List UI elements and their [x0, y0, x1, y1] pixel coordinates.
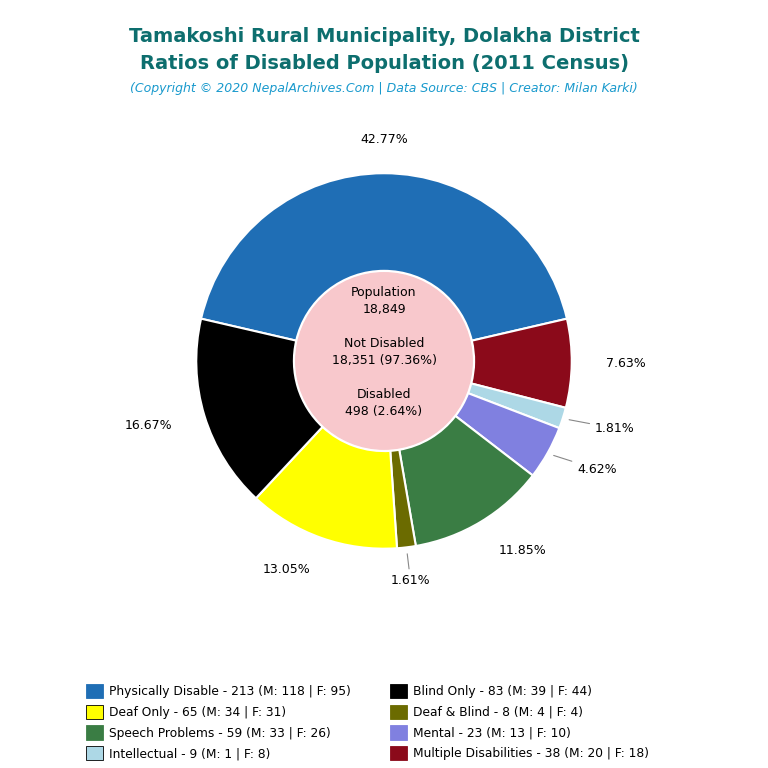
- Wedge shape: [197, 319, 323, 498]
- Text: 1.61%: 1.61%: [391, 554, 430, 588]
- Text: 11.85%: 11.85%: [498, 545, 546, 557]
- Wedge shape: [455, 393, 559, 475]
- Text: 42.77%: 42.77%: [360, 133, 408, 146]
- Wedge shape: [390, 450, 415, 548]
- Wedge shape: [256, 427, 397, 548]
- Text: Ratios of Disabled Population (2011 Census): Ratios of Disabled Population (2011 Cens…: [140, 54, 628, 73]
- Circle shape: [296, 273, 472, 449]
- Text: (Copyright © 2020 NepalArchives.Com | Data Source: CBS | Creator: Milan Karki): (Copyright © 2020 NepalArchives.Com | Da…: [130, 82, 638, 95]
- Legend: Blind Only - 83 (M: 39 | F: 44), Deaf & Blind - 8 (M: 4 | F: 4), Mental - 23 (M:: Blind Only - 83 (M: 39 | F: 44), Deaf & …: [390, 684, 649, 760]
- Text: Population
18,849

Not Disabled
18,351 (97.36%)

Disabled
498 (2.64%): Population 18,849 Not Disabled 18,351 (9…: [332, 286, 436, 418]
- Text: 4.62%: 4.62%: [554, 455, 617, 476]
- Text: 16.67%: 16.67%: [124, 419, 172, 432]
- Text: 1.81%: 1.81%: [569, 420, 635, 435]
- Wedge shape: [201, 174, 567, 341]
- Text: 7.63%: 7.63%: [605, 357, 645, 370]
- Wedge shape: [399, 416, 533, 546]
- Text: Tamakoshi Rural Municipality, Dolakha District: Tamakoshi Rural Municipality, Dolakha Di…: [128, 27, 640, 46]
- Text: 13.05%: 13.05%: [262, 563, 310, 576]
- Wedge shape: [468, 383, 566, 428]
- Wedge shape: [472, 319, 571, 408]
